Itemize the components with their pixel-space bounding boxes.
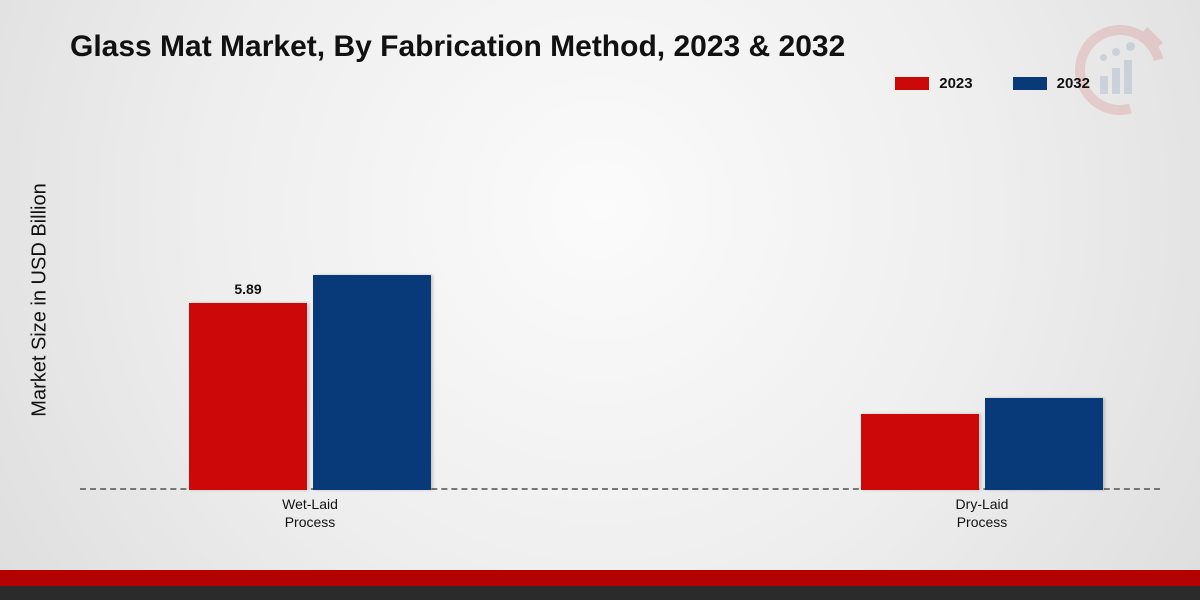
bar-value-wetlaid-2023: 5.89 — [234, 281, 261, 297]
x-category-wetlaid: Wet-Laid Process — [282, 496, 338, 531]
x-category-drylaid: Dry-Laid Process — [956, 496, 1009, 531]
legend-label-2032: 2032 — [1057, 75, 1090, 92]
y-axis-label: Market Size in USD Billion — [29, 183, 52, 416]
legend-swatch-2032 — [1013, 77, 1047, 90]
legend-item-2032: 2032 — [1013, 75, 1090, 92]
legend-item-2023: 2023 — [895, 75, 972, 92]
legend-label-2023: 2023 — [939, 75, 972, 92]
legend-swatch-2023 — [895, 77, 929, 90]
footer-stripe-red — [0, 570, 1200, 586]
bar-wetlaid-2023 — [189, 303, 307, 490]
plot-area: 5.89 — [80, 110, 1160, 490]
chart-canvas: Glass Mat Market, By Fabrication Method,… — [0, 0, 1200, 600]
footer-stripe-dark — [0, 586, 1200, 600]
legend: 2023 2032 — [895, 75, 1090, 92]
bar-drylaid-2032 — [985, 398, 1103, 490]
chart-title: Glass Mat Market, By Fabrication Method,… — [70, 30, 845, 64]
bar-drylaid-2023 — [861, 414, 979, 490]
brand-watermark — [1070, 20, 1170, 120]
bar-wetlaid-2032 — [313, 275, 431, 490]
